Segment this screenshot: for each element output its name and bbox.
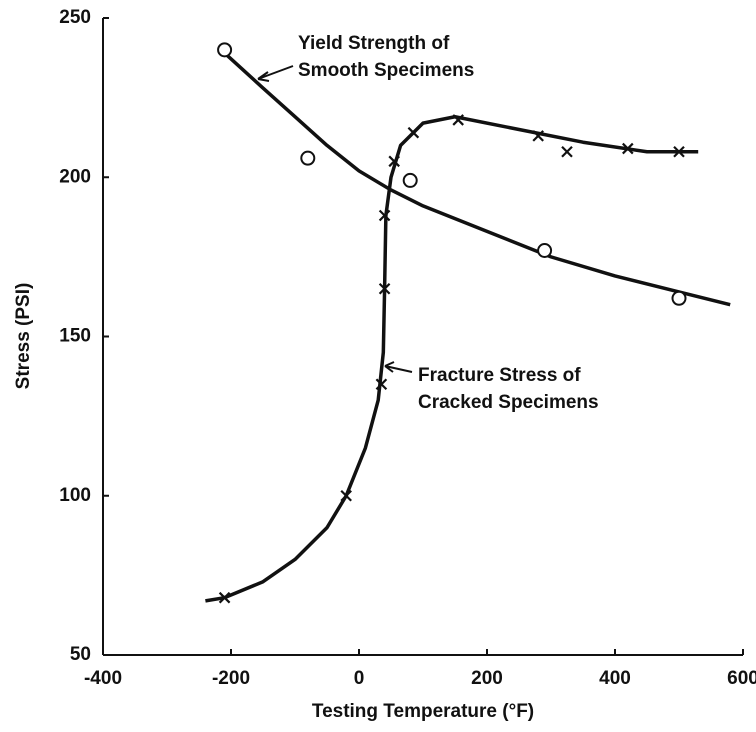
marker <box>622 142 634 155</box>
x-axis-title: Testing Temperature (°F) <box>312 701 534 722</box>
marker <box>218 591 231 604</box>
marker <box>452 114 464 126</box>
annotation: Fracture Stress of <box>418 365 581 386</box>
curve <box>223 51 731 307</box>
annotation: Smooth Specimens <box>298 60 474 81</box>
x-tick-label: -400 <box>84 668 122 689</box>
annotation: Yield Strength of <box>298 33 450 54</box>
marker <box>402 172 418 188</box>
x-tick-label: 600 <box>727 668 756 689</box>
y-tick-label: 150 <box>59 326 91 347</box>
marker <box>217 42 233 58</box>
annotation-arrow <box>384 361 413 373</box>
marker <box>673 145 685 158</box>
marker <box>378 209 391 222</box>
marker <box>375 378 388 391</box>
marker <box>300 150 316 166</box>
annotation-arrow <box>257 65 294 82</box>
marker <box>407 126 420 139</box>
x-tick-label: 400 <box>599 668 631 689</box>
marker <box>561 145 573 158</box>
y-axis-title: Stress (PSI) <box>13 283 34 390</box>
marker <box>388 155 400 168</box>
marker <box>537 243 553 259</box>
x-tick-label: 0 <box>354 668 365 689</box>
marker <box>532 130 544 142</box>
y-tick-label: 250 <box>59 7 91 28</box>
marker <box>671 290 687 306</box>
marker <box>378 282 391 295</box>
x-tick-label: -200 <box>212 668 250 689</box>
y-tick-label: 100 <box>59 485 91 506</box>
x-tick-label: 200 <box>471 668 503 689</box>
annotation: Cracked Specimens <box>418 392 599 413</box>
y-tick-label: 50 <box>70 644 91 665</box>
y-tick-label: 200 <box>59 166 91 187</box>
marker <box>340 489 352 502</box>
curve <box>205 114 699 603</box>
